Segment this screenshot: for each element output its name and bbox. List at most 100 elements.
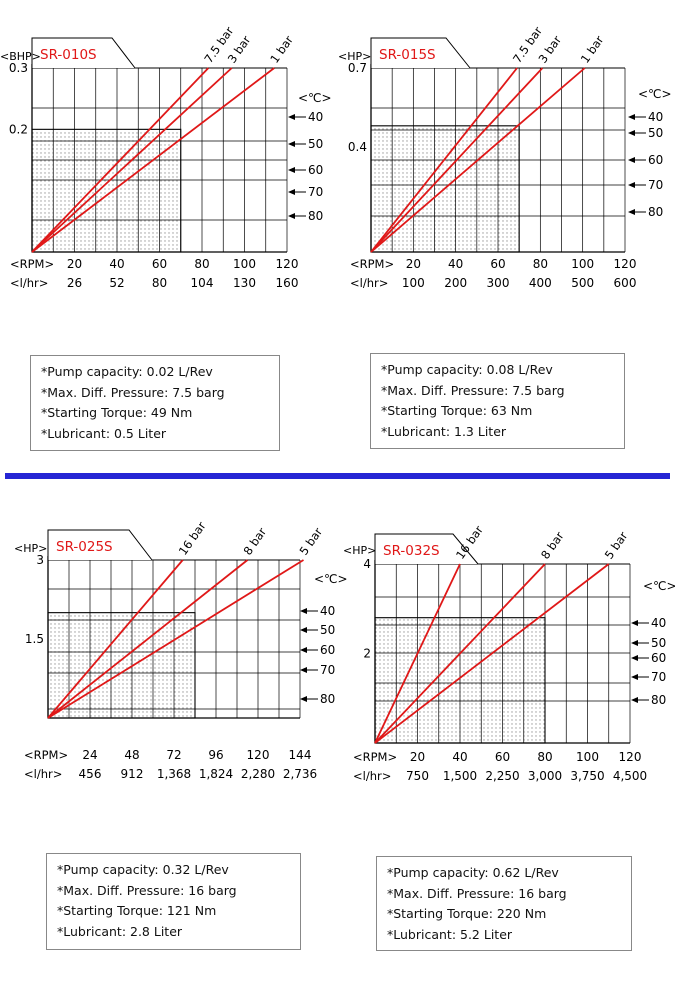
chart-sr-025s: SR-025S <HP> 1.5 3 16 bar 8 bar 5 bar <RPM> 24 48… [14,519,348,781]
temp-value: 40 [651,616,666,630]
temp-axis-label: <℃> [314,572,348,586]
x-tick-label: 100 [571,257,594,271]
x-tick-label: 100 [233,257,256,271]
y-axis-label: <BHP> [0,50,41,63]
x-row-label: <RPM> [350,257,394,271]
x-tick-label: 80 [537,750,552,764]
spec-lubricant: *Lubricant: 2.8 Liter [57,923,183,939]
x-tick-label: 96 [208,748,223,762]
spec-box-sr-032s: *Pump capacity: 0.62 L/Rev *Max. Diff. P… [376,856,632,951]
temp-value: 60 [308,163,323,177]
x-tick-label: 80 [152,276,167,290]
temp-arrow-icon [288,213,295,219]
x-tick-label: 60 [152,257,167,271]
x-row-label: <l/hr> [350,276,388,290]
temp-value: 80 [320,692,335,706]
grid [375,564,631,743]
temp-arrow-icon [300,647,307,653]
temp-axis-label: <℃> [643,579,675,593]
spec-lubricant: *Lubricant: 5.2 Liter [387,926,513,942]
curve-1-bar [370,67,586,253]
y-tick-label: 1.5 [25,632,44,646]
temp-arrow-icon [628,209,635,215]
section-divider [5,473,670,479]
spec-pump-capacity: *Pump capacity: 0.02 L/Rev [41,364,213,379]
temp-arrow-icon [288,167,295,173]
temp-arrow-icon [300,696,307,702]
x-row-label: <l/hr> [24,767,62,781]
x-tick-label: 60 [495,750,510,764]
curve-3-bar [370,67,544,253]
x-tick-label: 3,000 [528,769,562,783]
temp-arrow-icon [631,697,638,703]
temp-value: 80 [648,205,663,219]
x-tick-label: 26 [67,276,82,290]
x-tick-label: 3,750 [570,769,604,783]
x-tick-label: 52 [109,276,124,290]
temp-value: 60 [651,651,666,665]
x-tick-label: 456 [79,767,102,781]
curve-8-bar [47,559,249,719]
x-tick-label: 40 [109,257,124,271]
temp-arrow-icon [631,674,638,680]
x-tick-label: 100 [402,276,425,290]
spec-max-diff-pressure: *Max. Diff. Pressure: 7.5 barg [41,384,225,400]
curve-label: 1 bar [267,33,296,66]
x-tick-label: 20 [406,257,421,271]
temp-value: 50 [320,623,335,637]
spec-box-sr-025s: *Pump capacity: 0.32 L/Rev *Max. Diff. P… [46,853,301,950]
curve-1-bar [31,67,275,253]
spec-pump-capacity: *Pump capacity: 0.08 L/Rev [381,362,553,377]
x-tick-label: 1,824 [199,767,233,781]
x-tick-label: 104 [191,276,214,290]
temp-arrow-icon [631,655,638,661]
temp-value: 80 [651,693,666,707]
x-tick-label: 200 [444,276,467,290]
x-tick-label: 500 [571,276,594,290]
temp-arrow-icon [628,182,635,188]
x-tick-label: 20 [67,257,82,271]
x-tick-label: 2,280 [241,767,275,781]
x-tick-label: 600 [614,276,637,290]
temp-axis-label: <℃> [298,91,332,105]
title-tab [47,529,153,561]
spec-pump-capacity: *Pump capacity: 0.62 L/Rev [387,865,559,880]
spec-pump-capacity: *Pump capacity: 0.32 L/Rev [57,862,229,877]
x-row-label: <RPM> [10,257,54,271]
temp-value: 70 [320,663,335,677]
temp-value: 70 [648,178,663,192]
x-row-label: <RPM> [24,748,68,762]
x-tick-label: 120 [614,257,637,271]
chart-title: SR-015S [379,47,436,63]
temp-arrow-icon [288,189,295,195]
x-tick-label: 1,500 [443,769,477,783]
x-tick-label: 144 [289,748,312,762]
y-tick-label: 2 [363,647,371,661]
temp-value: 40 [308,110,323,124]
temp-arrow-icon [288,141,295,147]
curve-label: 1 bar [578,33,607,66]
y-axis-label: <HP> [14,542,47,555]
x-row-label: <l/hr> [10,276,48,290]
curve-8-bar [374,563,546,744]
x-tick-label: 120 [619,750,642,764]
title-tab [374,533,479,565]
x-tick-label: 80 [194,257,209,271]
curve-16-bar [47,559,184,719]
curve-7-5-bar [370,67,518,253]
spec-max-diff-pressure: *Max. Diff. Pressure: 7.5 barg [381,382,565,398]
spec-max-diff-pressure: *Max. Diff. Pressure: 16 barg [57,882,237,898]
x-tick-label: 40 [448,257,463,271]
temp-value: 60 [648,153,663,167]
y-tick-label: 3 [36,553,44,567]
spec-starting-torque: *Starting Torque: 63 Nm [381,403,533,418]
temp-value: 80 [308,209,323,223]
temp-value: 40 [320,604,335,618]
temp-arrow-icon [300,608,307,614]
temp-arrow-icon [628,130,635,136]
temp-arrow-icon [631,620,638,626]
temp-value: 70 [308,185,323,199]
x-tick-label: 130 [233,276,256,290]
